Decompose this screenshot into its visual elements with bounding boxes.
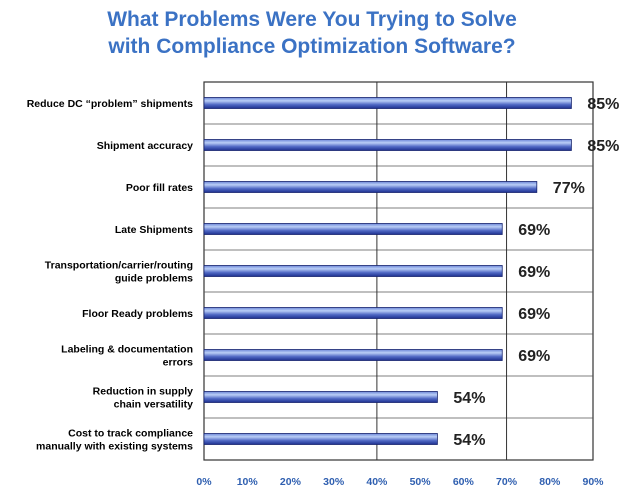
bar — [203, 307, 503, 319]
category-label-line: Floor Ready problems — [82, 308, 193, 320]
x-tick-label: 50% — [410, 476, 432, 488]
bar — [203, 349, 503, 361]
data-label: 54% — [453, 432, 485, 449]
category-label-line: Late Shipments — [115, 224, 193, 236]
category-label-line: manually with existing systems — [36, 441, 193, 453]
data-label: 54% — [453, 390, 485, 407]
bar — [203, 181, 538, 193]
x-tick-label: 30% — [323, 476, 345, 488]
category-label: Transportation/carrier/routing guide prob… — [45, 260, 193, 285]
x-tick-label: 10% — [237, 476, 259, 488]
category-label-line: Transportation/carrier/routing — [45, 260, 193, 272]
data-label: 69% — [518, 348, 550, 365]
category-label: Shipment accuracy — [97, 140, 193, 152]
chart-title-line-1: What Problems Were You Trying to Solve — [107, 8, 517, 31]
x-tick-label: 0% — [196, 476, 212, 488]
category-label: Labeling & documentation errors — [61, 344, 193, 369]
data-label: 69% — [518, 222, 550, 239]
category-label-line: Poor fill rates — [126, 182, 193, 194]
category-label-line: Labeling & documentation — [61, 344, 193, 356]
data-label: 85% — [587, 96, 619, 113]
category-label: Late Shipments — [115, 224, 193, 236]
category-label-line: Reduction in supply — [93, 386, 193, 398]
data-label: 77% — [553, 180, 585, 197]
bar — [203, 139, 572, 151]
bar — [203, 223, 503, 235]
category-label: Floor Ready problems — [82, 308, 193, 320]
bar — [203, 265, 503, 277]
category-label-line: chain versatility — [114, 399, 194, 411]
chart-title: What Problems Were You Trying to Solve w… — [0, 6, 624, 60]
category-label: Reduce DC “problem” shipments — [27, 98, 193, 110]
category-label: Reduction in supply chain versatility — [93, 386, 193, 411]
data-label: 69% — [518, 264, 550, 281]
category-label: Cost to track compliance manually with ex… — [36, 428, 193, 453]
plot-area: Reduce DC “problem” shipments 85% Shipment… — [27, 81, 619, 488]
category-label-line: Cost to track compliance — [68, 428, 193, 440]
x-tick-label: 20% — [280, 476, 302, 488]
bar — [203, 433, 438, 445]
data-label: 85% — [587, 138, 619, 155]
bar — [203, 97, 572, 109]
category-label-line: Shipment accuracy — [97, 140, 193, 152]
x-tick-label: 90% — [582, 476, 604, 488]
x-tick-label: 60% — [453, 476, 475, 488]
category-label-line: guide problems — [115, 273, 193, 285]
bar — [203, 391, 438, 403]
x-tick-label: 70% — [496, 476, 518, 488]
data-label: 69% — [518, 306, 550, 323]
category-label-line: errors — [163, 357, 194, 369]
chart-title-line-2: with Compliance Optimization Software? — [108, 35, 516, 58]
category-label-line: Reduce DC “problem” shipments — [27, 98, 193, 110]
x-tick-label: 80% — [539, 476, 561, 488]
category-label: Poor fill rates — [126, 182, 193, 194]
x-tick-label: 40% — [366, 476, 388, 488]
